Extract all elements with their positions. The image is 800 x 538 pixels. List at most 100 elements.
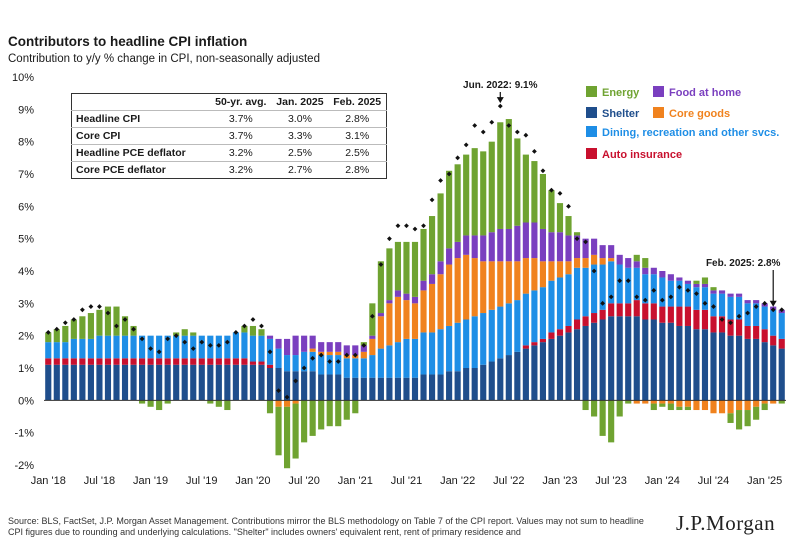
x-tick-label: Jul '24 [698, 475, 729, 487]
bar-dining-recreation-and-other-svcs [113, 335, 120, 359]
bar-core-goods [292, 400, 299, 404]
bar-dining-recreation-and-other-svcs [573, 267, 581, 320]
headline-cpi-marker [719, 317, 725, 322]
bar-auto-insurance [190, 358, 197, 365]
y-tick-label: 9% [18, 104, 34, 116]
bar-auto-insurance [718, 316, 726, 333]
bar-dining-recreation-and-other-svcs [181, 335, 188, 359]
bar-auto-insurance [147, 358, 154, 365]
bar-energy [488, 141, 495, 233]
bar-shelter [181, 364, 188, 401]
bar-food-at-home [667, 274, 674, 281]
bar-energy [318, 400, 325, 430]
bar-energy [548, 190, 555, 233]
bar-energy [565, 216, 572, 236]
bar-energy [96, 309, 103, 336]
bar-dining-recreation-and-other-svcs [224, 335, 231, 359]
headline-cpi-marker [480, 129, 486, 135]
headline-cpi-marker [651, 288, 657, 293]
bar-shelter [215, 364, 222, 401]
bar-core-goods [744, 400, 751, 411]
bar-auto-insurance [676, 306, 683, 326]
bar-shelter [96, 364, 103, 401]
bar-energy [241, 325, 248, 333]
bar-shelter [778, 348, 785, 401]
bar-core-goods [582, 258, 589, 268]
headline-cpi-marker [233, 330, 239, 335]
bar-dining-recreation-and-other-svcs [522, 293, 529, 346]
headline-cpi-marker [762, 300, 768, 306]
bar-food-at-home [608, 245, 615, 259]
bar-dining-recreation-and-other-svcs [121, 335, 129, 359]
bar-core-goods [539, 261, 547, 288]
headline-cpi-marker [421, 223, 426, 229]
headline-cpi-marker [676, 284, 682, 290]
bar-shelter [121, 364, 129, 401]
headline-cpi-marker [207, 342, 213, 348]
headline-cpi-marker [583, 239, 588, 245]
bar-shelter [608, 316, 615, 401]
bar-core-goods [471, 258, 478, 317]
bar-auto-insurance [215, 358, 222, 365]
bar-auto-insurance [113, 358, 120, 365]
bar-auto-insurance [608, 303, 615, 317]
bar-energy [616, 400, 623, 417]
bar-dining-recreation-and-other-svcs [403, 338, 410, 378]
bar-shelter [139, 364, 146, 401]
bar-auto-insurance [53, 358, 60, 365]
bar-shelter [283, 371, 291, 401]
x-tick-label: Jul '19 [186, 475, 217, 487]
bar-dining-recreation-and-other-svcs [301, 351, 308, 372]
bar-dining-recreation-and-other-svcs [505, 303, 512, 356]
chart-subtitle: Contribution to y/y % change in CPI, non… [8, 53, 320, 65]
bar-shelter [420, 374, 427, 401]
table-row: Core CPI 3.7% 3.3% 3.1% [71, 127, 387, 145]
bar-food-at-home [753, 300, 760, 304]
bar-shelter [394, 377, 402, 401]
bar-food-at-home [446, 248, 453, 265]
headline-cpi-marker [438, 178, 443, 183]
bar-core-goods [693, 400, 700, 411]
bar-energy [224, 400, 231, 411]
jpmorgan-logo: J.P.Morgan [676, 511, 776, 535]
bar-auto-insurance [104, 358, 112, 365]
bar-shelter [241, 364, 248, 401]
bar-core-goods [505, 261, 512, 304]
bar-energy [62, 325, 69, 343]
bar-shelter [582, 325, 589, 401]
bar-shelter [130, 364, 137, 401]
bar-core-goods [531, 258, 538, 291]
bar-food-at-home [326, 342, 333, 352]
headline-cpi-marker [284, 394, 290, 400]
bar-shelter [309, 371, 316, 401]
bar-food-at-home [591, 238, 598, 255]
headline-cpi-marker [88, 304, 94, 309]
bar-dining-recreation-and-other-svcs [369, 355, 376, 378]
bar-food-at-home [309, 335, 316, 349]
bar-core-goods [676, 400, 683, 407]
bar-shelter [403, 377, 410, 401]
bar-auto-insurance [258, 361, 265, 365]
bar-dining-recreation-and-other-svcs [70, 338, 77, 359]
bar-energy [633, 254, 640, 262]
headline-cpi-marker [71, 317, 77, 322]
bar-food-at-home [437, 261, 444, 275]
bar-auto-insurance [727, 319, 734, 336]
annotation-arrowhead [496, 97, 504, 104]
annotation-label: Feb. 2025: 2.8% [706, 258, 781, 269]
bar-food-at-home [565, 235, 572, 262]
bar-core-goods [488, 261, 495, 310]
bar-energy [727, 413, 734, 423]
bar-shelter [224, 364, 231, 401]
bar-shelter [232, 364, 239, 401]
bar-auto-insurance [522, 345, 529, 349]
bar-food-at-home [343, 345, 350, 356]
bar-shelter [156, 364, 163, 401]
bar-shelter [633, 316, 640, 401]
bar-auto-insurance [736, 319, 743, 336]
bar-dining-recreation-and-other-svcs [548, 280, 555, 333]
bar-dining-recreation-and-other-svcs [480, 313, 487, 365]
bar-energy [778, 400, 785, 404]
bar-energy [642, 258, 649, 268]
bar-shelter [736, 335, 743, 401]
